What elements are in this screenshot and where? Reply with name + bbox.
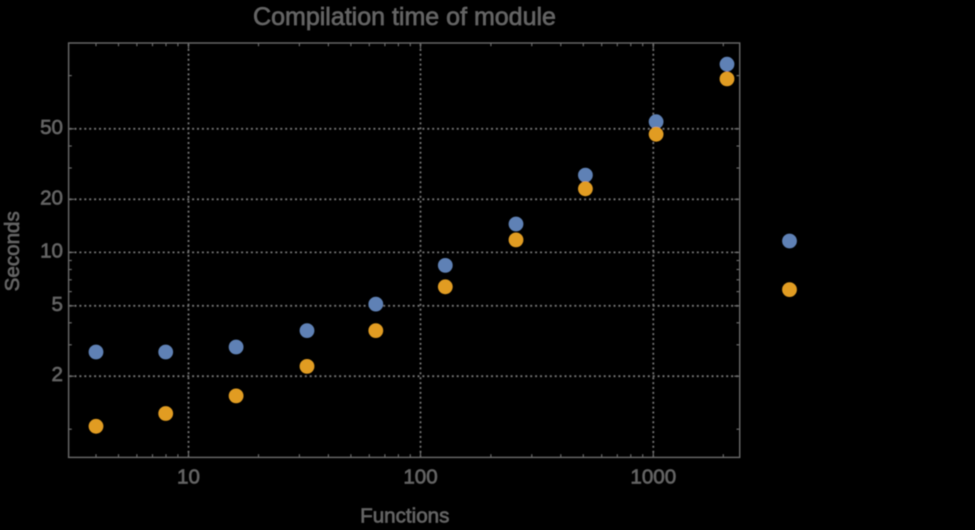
svg-text:100: 100 [403, 465, 437, 488]
svg-text:2: 2 [52, 363, 63, 386]
svg-text:10: 10 [40, 239, 63, 262]
svg-text:20: 20 [40, 186, 63, 209]
svg-text:1000: 1000 [630, 465, 676, 488]
svg-text:5: 5 [52, 293, 63, 316]
svg-text:50: 50 [40, 116, 63, 139]
svg-text:Seconds: Seconds [1, 211, 24, 291]
svg-text:10: 10 [177, 465, 200, 488]
svg-text:Functions: Functions [360, 505, 449, 525]
svg-text:Compilation time of module: Compilation time of module [253, 3, 556, 31]
